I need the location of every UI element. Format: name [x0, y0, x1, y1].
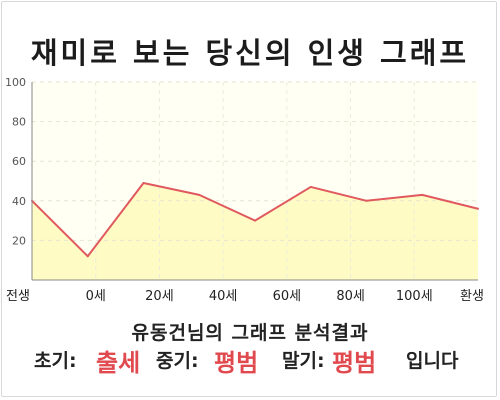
x-tick-label: 전생 — [6, 289, 30, 304]
data-point — [142, 181, 145, 184]
page-title: 재미로 보는 당신의 인생 그래프 — [30, 36, 470, 70]
late-phase-label: 말기: — [282, 350, 325, 372]
x-tick-label: 환생 — [460, 289, 484, 304]
mid-phase-label: 중기: — [156, 350, 199, 372]
data-point — [198, 193, 201, 196]
early-phase-label: 초기: — [34, 350, 77, 372]
analysis-summary: 유동건님의 그래프 분석결과 — [131, 322, 369, 344]
mid-phase-value: 평범 — [214, 349, 259, 377]
y-tick-label: 20 — [12, 234, 26, 247]
y-tick-label: 40 — [12, 195, 26, 208]
x-tick-label: 20세 — [145, 289, 174, 304]
y-tick-label: 80 — [12, 116, 26, 129]
data-point — [254, 219, 256, 222]
x-tick-label: 80세 — [336, 289, 365, 304]
y-tick-label: 100 — [5, 76, 26, 89]
late-phase-value: 평범 — [332, 349, 377, 377]
phase-suffix: 입니다 — [406, 350, 459, 372]
x-tick-label: 0세 — [86, 289, 106, 304]
x-tick-label: 100세 — [396, 289, 433, 304]
data-point — [309, 185, 312, 188]
data-point — [421, 193, 424, 196]
data-point — [86, 255, 89, 258]
early-phase-value: 출세 — [96, 349, 141, 377]
x-tick-label: 40세 — [209, 289, 238, 304]
y-tick-label: 60 — [12, 155, 26, 168]
area-fill — [32, 182, 478, 280]
x-tick-label: 60세 — [273, 289, 302, 304]
life-graph-chart: 100 80 60 40 20 전생 0세 20세 40세 60세 80세 100세 환생 — [5, 76, 484, 304]
data-point — [365, 199, 368, 202]
data-point — [477, 207, 479, 210]
